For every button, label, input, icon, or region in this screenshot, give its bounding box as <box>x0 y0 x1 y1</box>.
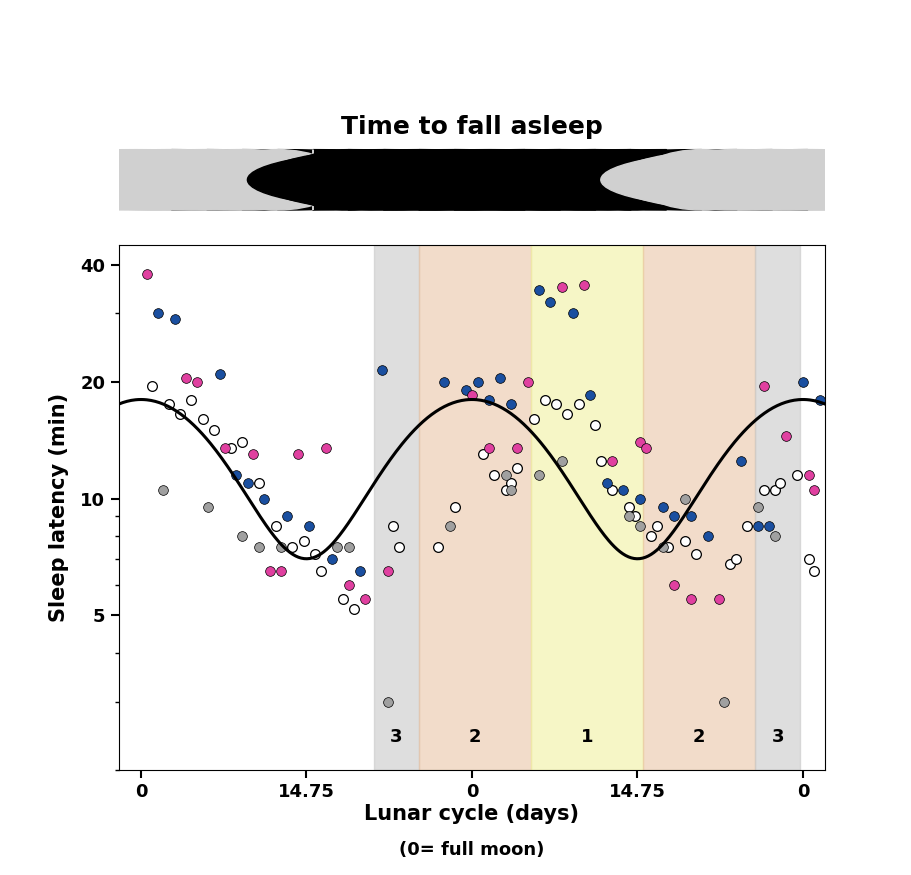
Wedge shape <box>207 150 418 210</box>
Circle shape <box>30 150 454 210</box>
Wedge shape <box>348 150 559 210</box>
Wedge shape <box>277 150 489 210</box>
Ellipse shape <box>259 150 507 210</box>
Circle shape <box>454 150 877 210</box>
Text: 2: 2 <box>468 728 480 746</box>
Circle shape <box>348 150 772 210</box>
Title: Time to fall asleep: Time to fall asleep <box>341 115 602 139</box>
Wedge shape <box>418 150 630 210</box>
Circle shape <box>66 150 489 210</box>
Ellipse shape <box>0 150 373 210</box>
Circle shape <box>136 150 559 210</box>
Text: 1: 1 <box>580 728 592 746</box>
Wedge shape <box>418 150 630 210</box>
Ellipse shape <box>636 150 766 210</box>
X-axis label: Lunar cycle (days): Lunar cycle (days) <box>364 804 578 824</box>
Ellipse shape <box>36 150 378 210</box>
Ellipse shape <box>606 150 911 210</box>
Ellipse shape <box>388 150 731 210</box>
Ellipse shape <box>118 150 366 210</box>
Circle shape <box>277 150 701 210</box>
Bar <box>530 245 642 770</box>
Wedge shape <box>454 150 666 210</box>
Circle shape <box>101 150 525 210</box>
Circle shape <box>277 150 701 210</box>
Bar <box>642 245 754 770</box>
Text: 3: 3 <box>390 728 402 746</box>
Circle shape <box>595 150 911 210</box>
Circle shape <box>312 150 736 210</box>
Circle shape <box>489 150 911 210</box>
Circle shape <box>0 150 418 210</box>
Circle shape <box>242 150 666 210</box>
Ellipse shape <box>212 150 343 210</box>
Bar <box>754 245 799 770</box>
Ellipse shape <box>470 150 720 210</box>
Circle shape <box>0 150 348 210</box>
Wedge shape <box>312 150 525 210</box>
Wedge shape <box>242 150 454 210</box>
Ellipse shape <box>565 150 696 210</box>
Text: 3: 3 <box>771 728 783 746</box>
Circle shape <box>0 150 384 210</box>
Text: (0= full moon): (0= full moon) <box>399 841 544 859</box>
Wedge shape <box>489 150 701 210</box>
Ellipse shape <box>282 150 414 210</box>
Wedge shape <box>525 150 736 210</box>
Ellipse shape <box>600 150 911 210</box>
Wedge shape <box>559 150 772 210</box>
Ellipse shape <box>252 150 655 210</box>
Circle shape <box>525 150 911 210</box>
Ellipse shape <box>323 150 726 210</box>
Wedge shape <box>454 150 666 210</box>
Circle shape <box>207 150 630 210</box>
Text: 2: 2 <box>692 728 704 746</box>
Circle shape <box>418 150 842 210</box>
Bar <box>418 245 530 770</box>
Y-axis label: Sleep latency (min): Sleep latency (min) <box>49 393 69 622</box>
Wedge shape <box>384 150 595 210</box>
Ellipse shape <box>247 150 589 210</box>
Circle shape <box>384 150 807 210</box>
Circle shape <box>559 150 911 210</box>
Wedge shape <box>348 150 559 210</box>
Wedge shape <box>595 150 807 210</box>
Circle shape <box>171 150 595 210</box>
Wedge shape <box>384 150 595 210</box>
Wedge shape <box>312 150 525 210</box>
Ellipse shape <box>611 150 861 210</box>
Bar <box>374 245 418 770</box>
Wedge shape <box>171 150 384 210</box>
